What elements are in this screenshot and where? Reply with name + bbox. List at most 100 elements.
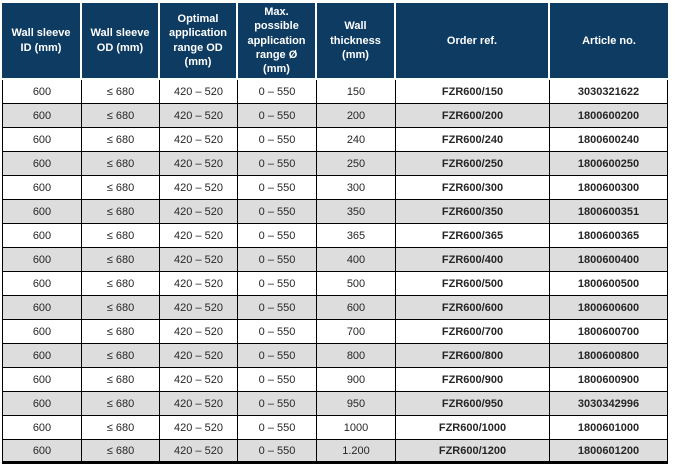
product-spec-table: Wall sleeve ID (mm) Wall sleeve OD (mm) … [2, 3, 668, 464]
table-cell: 900 [317, 368, 396, 393]
table-cell: FZR600/350 [396, 200, 550, 225]
table-body: 600 ≤ 680 420 – 520 0 – 550 150 FZR600/150 303… [2, 80, 668, 464]
table-cell: 1800600500 [550, 272, 668, 297]
col-header-order-ref: Order ref. [396, 3, 550, 81]
table-cell: FZR600/150 [396, 80, 550, 105]
table-cell: 0 – 550 [238, 272, 317, 297]
table-cell: 0 – 550 [238, 296, 317, 321]
table-cell: 600 [2, 296, 82, 321]
table-cell: 420 – 520 [160, 368, 238, 393]
table-cell: 0 – 550 [238, 152, 317, 177]
table-cell: 420 – 520 [160, 416, 238, 441]
table-cell: ≤ 680 [82, 176, 160, 201]
table-cell: ≤ 680 [82, 272, 160, 297]
table-cell: ≤ 680 [82, 296, 160, 321]
table-cell: 1800600250 [550, 152, 668, 177]
table-row: 600 ≤ 680 420 – 520 0 – 550 365 FZR600/365 180… [2, 224, 668, 249]
table-cell: ≤ 680 [82, 200, 160, 225]
table-cell: 1800600351 [550, 200, 668, 225]
table-cell: 420 – 520 [160, 344, 238, 369]
table-cell: 0 – 550 [238, 104, 317, 129]
table-cell: 0 – 550 [238, 200, 317, 225]
table-cell: 420 – 520 [160, 80, 238, 105]
table-row: 600 ≤ 680 420 – 520 0 – 550 300 FZR600/300 180… [2, 176, 668, 201]
table-cell: FZR600/400 [396, 248, 550, 273]
table-cell: FZR600/1000 [396, 416, 550, 441]
table-cell: 420 – 520 [160, 440, 238, 464]
table-cell: 1.200 [317, 440, 396, 464]
table-cell: 0 – 550 [238, 80, 317, 105]
col-header-optimal-application-range: Optimal application range OD (mm) [160, 3, 238, 81]
col-header-article-no: Article no. [550, 3, 668, 81]
table-cell: 1800600900 [550, 368, 668, 393]
col-header-max-possible-application-range: Max. possible application range Ø (mm) [238, 3, 317, 81]
table-cell: ≤ 680 [82, 152, 160, 177]
table-row: 600 ≤ 680 420 – 520 0 – 550 800 FZR600/800 180… [2, 344, 668, 369]
table-cell: 600 [2, 344, 82, 369]
table-cell: 1800600800 [550, 344, 668, 369]
table-row: 600 ≤ 680 420 – 520 0 – 550 1.200 FZR600/1200… [2, 440, 668, 464]
table-row: 600 ≤ 680 420 – 520 0 – 550 400 FZR600/400 180… [2, 248, 668, 273]
table-cell: 600 [2, 368, 82, 393]
table-cell: 420 – 520 [160, 320, 238, 345]
table-cell: FZR600/600 [396, 296, 550, 321]
table-cell: 600 [2, 152, 82, 177]
table-cell: 1800600240 [550, 128, 668, 153]
table-header: Wall sleeve ID (mm) Wall sleeve OD (mm) … [2, 3, 668, 81]
table-cell: 420 – 520 [160, 224, 238, 249]
table-row: 600 ≤ 680 420 – 520 0 – 550 350 FZR600/350 180… [2, 200, 668, 225]
col-header-wall-sleeve-id: Wall sleeve ID (mm) [2, 3, 82, 81]
table-cell: 1800601200 [550, 440, 668, 464]
table-cell: ≤ 680 [82, 368, 160, 393]
table-row: 600 ≤ 680 420 – 520 0 – 550 500 FZR600/500 180… [2, 272, 668, 297]
table-cell: FZR600/240 [396, 128, 550, 153]
table-cell: 1800600600 [550, 296, 668, 321]
table-cell: 3030342996 [550, 392, 668, 417]
table-cell: 3030321622 [550, 80, 668, 105]
table-cell: FZR600/300 [396, 176, 550, 201]
table-row: 600 ≤ 680 420 – 520 0 – 550 150 FZR600/150 303… [2, 80, 668, 105]
table-row: 600 ≤ 680 420 – 520 0 – 550 950 FZR600/950 303… [2, 392, 668, 417]
table-cell: 420 – 520 [160, 272, 238, 297]
table-cell: 600 [2, 224, 82, 249]
table-cell: 600 [2, 392, 82, 417]
table-cell: 950 [317, 392, 396, 417]
table-cell: 420 – 520 [160, 200, 238, 225]
table-cell: 0 – 550 [238, 416, 317, 441]
table-cell: 240 [317, 128, 396, 153]
table-cell: 420 – 520 [160, 296, 238, 321]
table-cell: FZR600/1200 [396, 440, 550, 464]
table-cell: FZR600/250 [396, 152, 550, 177]
table-cell: 150 [317, 80, 396, 105]
table-cell: 600 [2, 416, 82, 441]
header-row: Wall sleeve ID (mm) Wall sleeve OD (mm) … [2, 3, 668, 81]
table-cell: 1800601000 [550, 416, 668, 441]
table-cell: 420 – 520 [160, 392, 238, 417]
table-cell: 0 – 550 [238, 392, 317, 417]
table-cell: 1800600700 [550, 320, 668, 345]
table-cell: ≤ 680 [82, 440, 160, 464]
table-cell: FZR600/700 [396, 320, 550, 345]
table-cell: 1800600365 [550, 224, 668, 249]
table-cell: 600 [2, 272, 82, 297]
table-cell: 0 – 550 [238, 368, 317, 393]
table-cell: ≤ 680 [82, 392, 160, 417]
table-row: 600 ≤ 680 420 – 520 0 – 550 240 FZR600/240 180… [2, 128, 668, 153]
table-cell: FZR600/800 [396, 344, 550, 369]
table-cell: 800 [317, 344, 396, 369]
table-cell: ≤ 680 [82, 248, 160, 273]
table-cell: ≤ 680 [82, 224, 160, 249]
table-cell: 300 [317, 176, 396, 201]
table-cell: 250 [317, 152, 396, 177]
table-cell: 0 – 550 [238, 440, 317, 464]
table-cell: 0 – 550 [238, 248, 317, 273]
table-cell: FZR600/500 [396, 272, 550, 297]
table-cell: 200 [317, 104, 396, 129]
table-cell: 0 – 550 [238, 176, 317, 201]
table-cell: 1800600300 [550, 176, 668, 201]
table-row: 600 ≤ 680 420 – 520 0 – 550 200 FZR600/200 180… [2, 104, 668, 129]
table-cell: ≤ 680 [82, 344, 160, 369]
table-cell: 600 [2, 440, 82, 464]
col-header-wall-thickness: Wall thickness (mm) [317, 3, 396, 81]
table-cell: 1000 [317, 416, 396, 441]
